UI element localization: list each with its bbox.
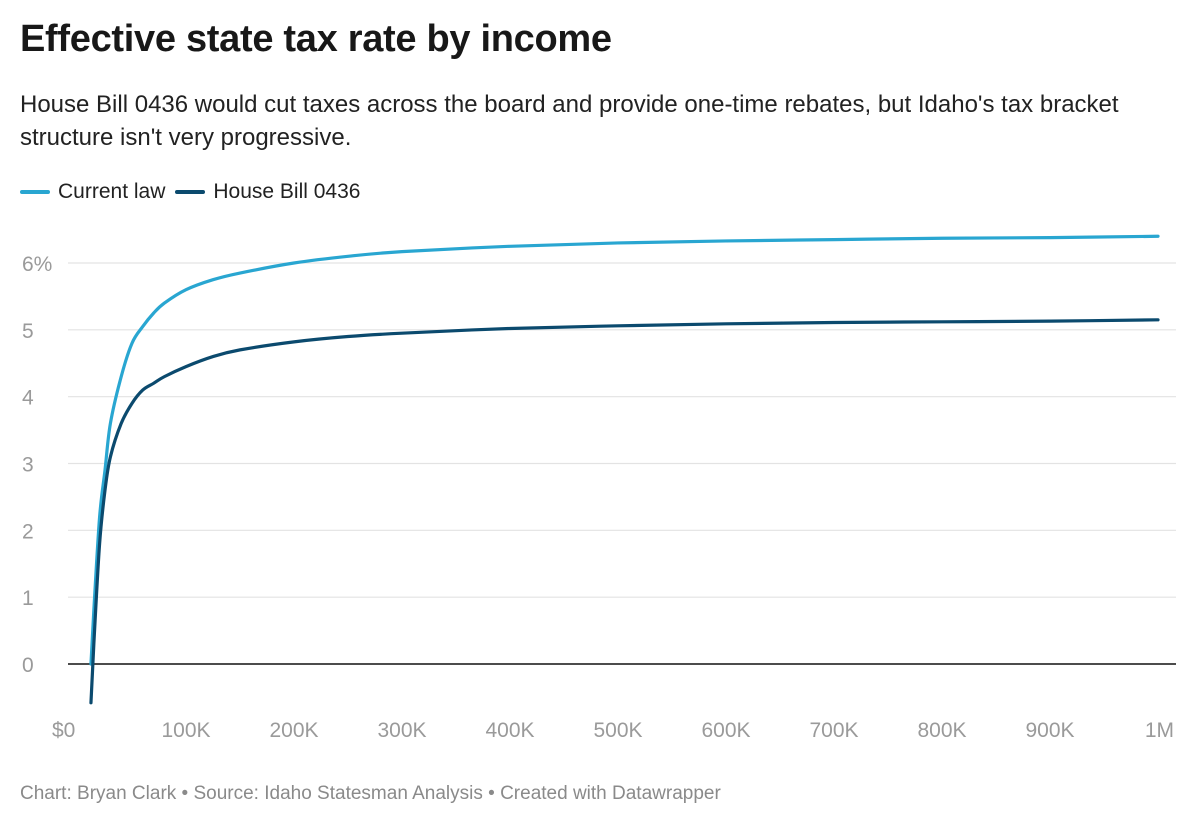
x-tick-label: 400K [485,719,534,742]
x-axis-labels: $0 100K 200K 300K 400K 500K 600K 700K 800K 900K 1M [52,719,1174,742]
legend-item-house-bill: House Bill 0436 [175,180,360,204]
x-tick-label: 1M [1145,719,1174,742]
line-chart: 0 1 2 3 4 5 6% $0 100K 200K 300K 400K 500K 600K 700K 8… [22,234,1176,742]
x-tick-label: 600K [701,719,750,742]
y-tick-label: 0 [22,654,34,677]
y-tick-label: 6% [22,253,52,276]
legend-label-current-law: Current law [58,180,166,203]
x-tick-label: 100K [161,719,210,742]
y-tick-label: 3 [22,454,34,477]
chart-footer: Chart: Bryan Clark • Source: Idaho State… [20,783,721,804]
x-tick-label: 500K [593,719,642,742]
chart-title: Effective state tax rate by income [20,18,612,60]
y-axis-labels: 0 1 2 3 4 5 6% [22,253,52,677]
grid-layer [68,262,1176,665]
chart-legend: Current law House Bill 0436 [20,180,370,204]
y-tick-label: 4 [22,387,34,410]
x-tick-label: $0 [52,719,75,742]
legend-label-house-bill: House Bill 0436 [213,180,361,203]
legend-swatch-house-bill [175,190,206,194]
x-tick-label: 300K [377,719,426,742]
x-tick-label: 200K [269,719,318,742]
legend-item-current-law: Current law [20,180,165,204]
series-layer [89,234,1160,705]
x-tick-label: 700K [809,719,858,742]
x-tick-label: 900K [1025,719,1074,742]
series-line-current-law [89,234,1160,666]
chart-subtitle: House Bill 0436 would cut taxes across t… [20,91,1119,151]
y-tick-label: 5 [22,320,34,343]
y-tick-label: 1 [22,587,34,610]
y-tick-label: 2 [22,520,34,543]
x-tick-label: 800K [917,719,966,742]
legend-swatch-current-law [20,190,50,194]
series-line-house-bill [89,318,1160,705]
